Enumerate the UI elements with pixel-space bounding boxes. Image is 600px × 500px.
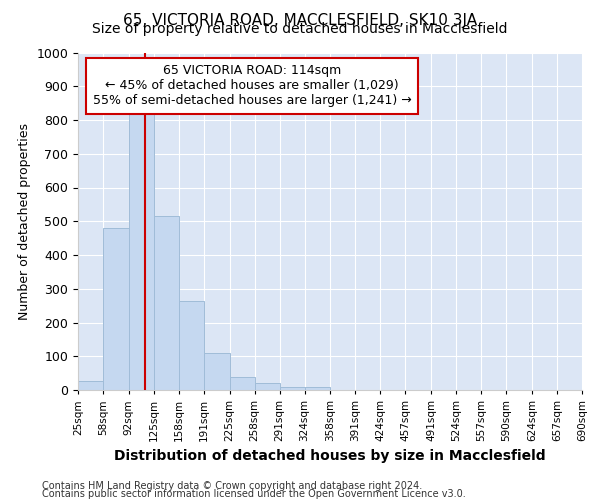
- Bar: [254, 383, 280, 390]
- Text: 65 VICTORIA ROAD: 114sqm
← 45% of detached houses are smaller (1,029)
55% of sem: 65 VICTORIA ROAD: 114sqm ← 45% of detach…: [92, 64, 411, 108]
- Bar: [78, 380, 103, 390]
- Text: Contains HM Land Registry data © Crown copyright and database right 2024.: Contains HM Land Registry data © Crown c…: [42, 481, 422, 491]
- Bar: [154, 216, 179, 390]
- Bar: [305, 386, 331, 390]
- X-axis label: Distribution of detached houses by size in Macclesfield: Distribution of detached houses by size …: [114, 450, 546, 464]
- Text: 65, VICTORIA ROAD, MACCLESFIELD, SK10 3JA: 65, VICTORIA ROAD, MACCLESFIELD, SK10 3J…: [123, 12, 477, 28]
- Y-axis label: Number of detached properties: Number of detached properties: [18, 122, 31, 320]
- Text: Size of property relative to detached houses in Macclesfield: Size of property relative to detached ho…: [92, 22, 508, 36]
- Bar: [103, 228, 129, 390]
- Text: Contains public sector information licensed under the Open Government Licence v3: Contains public sector information licen…: [42, 489, 466, 499]
- Bar: [230, 376, 254, 390]
- Bar: [179, 300, 204, 390]
- Bar: [129, 114, 154, 390]
- Bar: [204, 353, 230, 390]
- Bar: [280, 386, 305, 390]
